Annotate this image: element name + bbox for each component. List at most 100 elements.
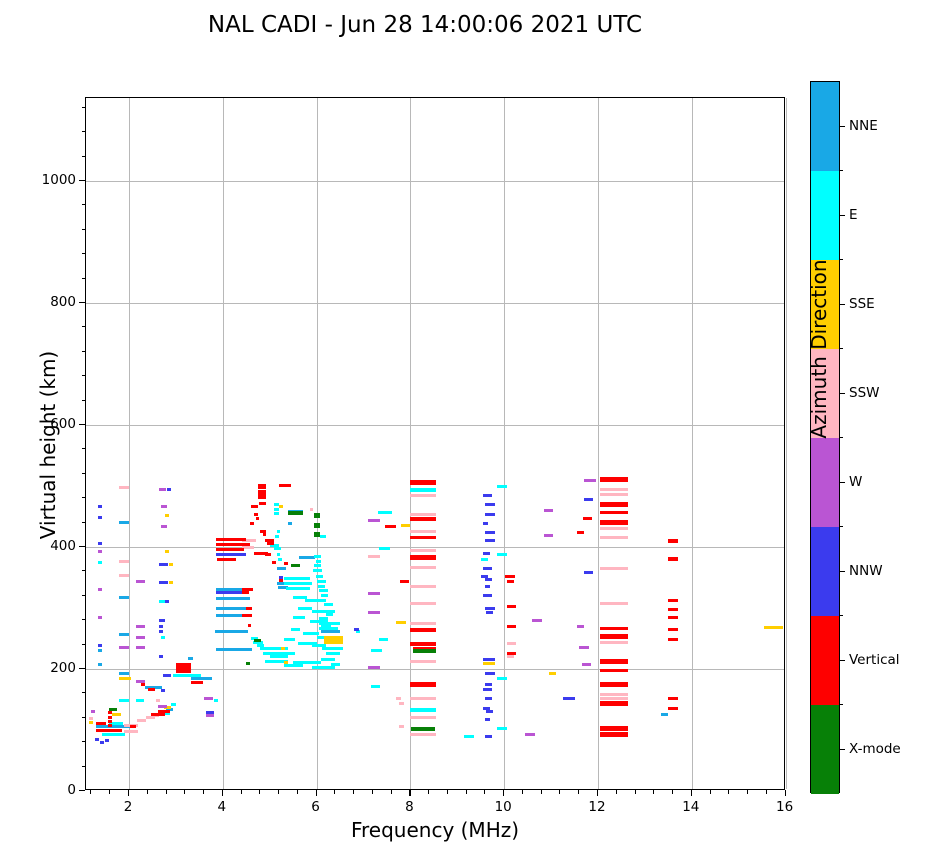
colorbar-segment-W [811,438,839,527]
data-point-Vertical [258,501,266,505]
data-point-E [321,594,329,598]
y-minor-tick [81,472,85,474]
data-point-E [275,534,280,538]
data-point-NNE [276,582,287,586]
x-minor-tick [296,790,298,794]
data-point-Vertical [600,701,629,707]
data-point-Vertical [107,715,112,719]
colorbar-tick-label: Vertical [849,651,900,668]
data-point-NNW [485,502,495,506]
data-point-E [302,632,319,636]
x-gridline [316,98,318,789]
data-point-E [250,637,258,640]
data-point-Vertical [265,539,275,543]
data-point-SSW [123,730,138,734]
x-major-tick [503,790,505,796]
data-point-E [293,595,308,599]
data-point-NNE [119,595,129,599]
data-point-X-mode [290,563,301,567]
colorbar-boundary-tick [840,615,843,616]
data-point-NNE [190,677,212,681]
data-point-Vertical [262,532,267,536]
data-point-X-mode [314,532,320,538]
x-tick-label: 4 [217,799,227,815]
data-point-NNE [288,509,303,513]
x-gridline [129,98,130,789]
data-point-E [297,606,312,610]
y-tick-label: 0 [67,782,76,798]
data-point-E [378,547,391,551]
data-point-E [171,702,176,706]
data-point-Vertical [107,719,112,723]
data-point-SSE [396,620,406,624]
data-point-NNE [215,596,250,600]
data-point-SSW [410,622,437,626]
y-minor-tick [81,131,85,133]
data-point-E [314,564,322,568]
colorbar-boundary-tick [840,170,843,171]
y-minor-tick [81,106,85,108]
data-point-NNE [276,567,287,571]
data-point-Vertical [668,607,678,611]
x-major-tick [597,790,599,796]
data-point-Vertical [600,725,629,731]
data-point-W [205,714,214,718]
x-minor-tick [747,790,749,794]
colorbar [810,81,840,794]
data-point-W [544,508,554,512]
data-point-Vertical [151,713,166,717]
data-point-SSW [241,539,256,543]
y-minor-tick [81,228,85,230]
data-point-X-mode [254,639,262,643]
data-point-NNW [159,624,163,628]
data-point-X-mode [246,662,250,665]
data-point-E [293,661,322,665]
data-point-Vertical [141,682,145,686]
x-gridline [222,98,224,789]
x-tick-label: 14 [682,799,700,815]
data-point-E [314,554,322,558]
data-point-NNE [119,633,129,637]
data-point-E [260,647,289,651]
data-point-Vertical [260,530,266,534]
data-point-SSE [168,562,173,566]
data-point-NNE [96,725,130,729]
colorbar-tick [840,392,845,394]
y-minor-tick [81,741,85,743]
x-axis-label: Frequency (MHz) [350,818,520,842]
data-point-Vertical [96,729,122,733]
data-point-NNW [215,553,247,557]
x-minor-tick [390,790,392,794]
x-minor-tick [559,790,561,794]
data-point-Vertical [410,516,437,521]
data-point-Vertical [600,501,629,507]
data-point-NNE [214,629,248,633]
data-point-NNE [98,649,102,653]
data-point-E [274,547,282,551]
data-point-SSW [410,512,437,516]
y-tick-label: 400 [50,538,76,554]
data-point-Vertical [257,483,266,489]
data-point-Vertical [600,477,629,483]
data-point-Vertical [241,587,254,591]
data-point-NNE [298,556,316,560]
data-point-E [297,641,317,645]
x-major-tick [315,790,317,796]
data-point-Vertical [412,646,437,650]
x-tick-label: 8 [405,799,414,815]
data-point-Vertical [506,651,516,655]
data-point-Vertical [410,555,437,561]
y-minor-tick [81,204,85,206]
data-point-E [330,662,341,666]
data-point-Vertical [253,551,268,555]
data-point-E [283,577,310,581]
data-point-E [269,655,289,659]
data-point-NNW [354,627,359,631]
data-point-E [286,586,310,590]
data-point-NNW [583,570,594,574]
data-point-NNW [483,567,493,571]
data-point-Vertical [668,638,678,642]
colorbar-tick [840,481,845,483]
data-point-Vertical [247,623,252,627]
data-point-E [276,552,281,556]
